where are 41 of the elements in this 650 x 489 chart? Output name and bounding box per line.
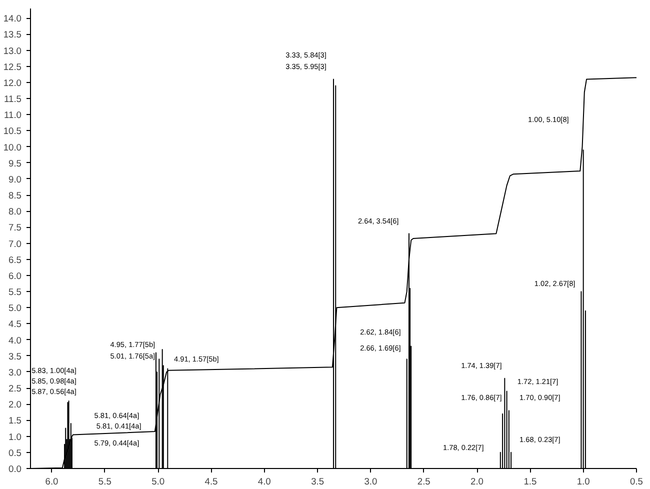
y-tick-label: 7.5 [8,222,22,233]
x-tick-label: 1.0 [576,476,590,486]
y-tick-label: 0.0 [8,464,22,474]
x-tick-label: 0.5 [630,476,643,486]
y-tick-label: 3.5 [8,351,22,362]
y-tick-label: 3.0 [8,367,22,378]
y-tick-label: 8.0 [8,206,22,217]
y-tick-label: 2.0 [8,400,22,410]
x-tick-label: 5.0 [152,476,165,486]
y-tick-label: 11.5 [4,94,22,104]
y-tick-label: 11.0 [4,110,22,120]
y-tick-label: 10.0 [3,142,22,152]
y-tick-label: 14.0 [3,14,22,24]
x-tick-label: 2.0 [470,476,484,486]
x-tick-label: 6.0 [45,476,58,486]
x-tick-label: 5.5 [98,476,112,486]
y-tick-label: 12.0 [3,78,22,88]
x-tick-label: 1.5 [524,476,537,486]
y-tick-label: 5.5 [8,287,22,298]
y-tick-label: 10.5 [3,126,22,136]
y-tick-label: 4.5 [8,319,22,330]
y-tick-label: 9.0 [8,174,22,184]
y-tick-label: 1.5 [8,416,22,426]
y-tick-label: 13.0 [3,46,22,56]
y-tick-label: 5.0 [8,303,22,314]
x-tick-label: 3.0 [364,476,378,486]
x-tick-label: 2.5 [417,476,430,486]
y-tick-label: 0.5 [8,448,22,458]
y-tick-label: 6.5 [8,254,22,265]
y-tick-label: 7.0 [8,238,22,249]
x-tick-label: 3.5 [311,476,324,486]
y-tick-label: 2.5 [8,384,22,394]
y-tick-label: 9.5 [8,158,22,168]
y-tick-label: 1.0 [8,432,22,442]
y-tick-label: 12.5 [3,62,22,72]
y-tick-label: 6.0 [8,270,22,281]
y-tick-label: 13.5 [3,30,22,40]
y-tick-label: 4.0 [8,335,22,346]
x-tick-label: 4.5 [204,476,218,486]
x-tick-label: 4.0 [258,476,271,486]
y-tick-label: 8.5 [8,190,22,201]
